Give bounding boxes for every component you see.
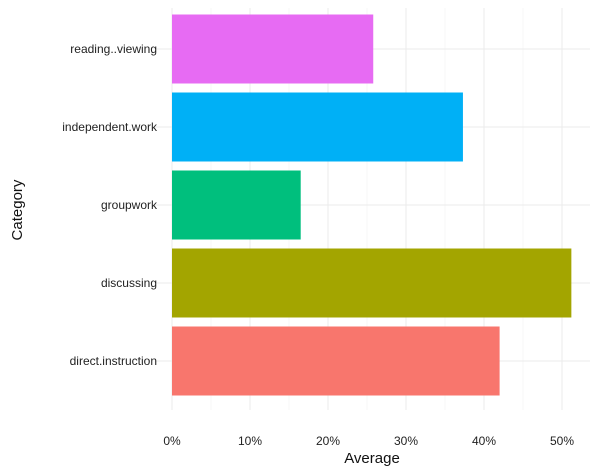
x-axis-title: Average — [344, 450, 400, 467]
x-tick-label: 20% — [316, 434, 340, 448]
x-tick-label: 40% — [472, 434, 496, 448]
y-tick-labels: direct.instruction discussing groupwork ind… — [62, 42, 158, 368]
y-tick-label: discussing — [101, 276, 157, 290]
bars — [172, 14, 572, 396]
x-tick-label: 0% — [163, 434, 181, 448]
y-tick-label: groupwork — [101, 198, 158, 212]
bar-reading--viewing — [172, 14, 374, 84]
x-tick-labels: 0% 10% 20% 30% 40% 50% — [163, 434, 574, 448]
bar-direct-instruction — [172, 326, 500, 396]
bar-independent-work — [172, 92, 463, 162]
x-tick-label: 30% — [394, 434, 418, 448]
y-tick-label: independent.work — [62, 120, 158, 134]
x-tick-label: 50% — [550, 434, 574, 448]
y-tick-label: reading..viewing — [70, 42, 157, 56]
bar-groupwork — [172, 170, 301, 240]
bar-discussing — [172, 248, 572, 318]
y-tick-label: direct.instruction — [70, 354, 157, 368]
y-axis-title: Category — [9, 179, 26, 240]
x-tick-label: 10% — [238, 434, 262, 448]
